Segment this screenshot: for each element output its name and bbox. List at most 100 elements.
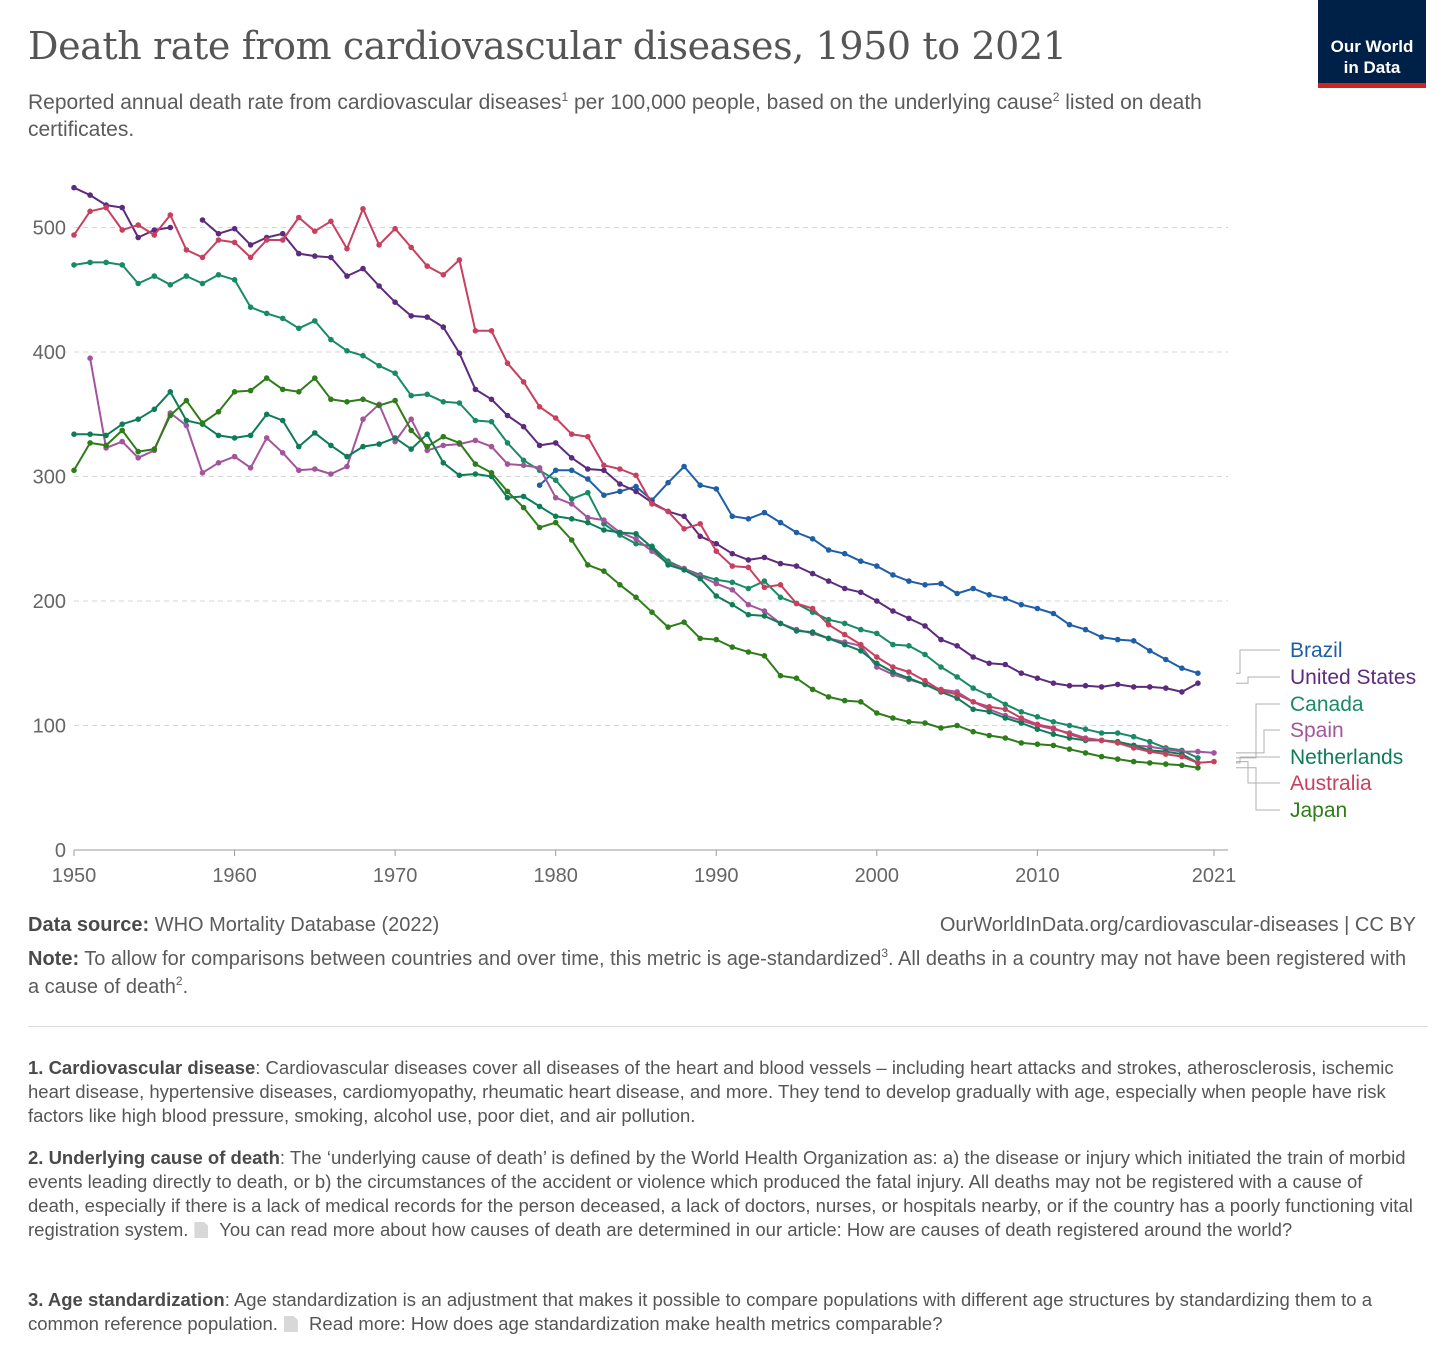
data-point	[777, 672, 784, 679]
data-point	[713, 580, 720, 587]
document-icon	[194, 1222, 209, 1238]
footnote-ref[interactable]: 3	[881, 946, 889, 960]
data-point	[392, 299, 398, 306]
data-point	[472, 437, 479, 444]
data-point	[1034, 605, 1041, 612]
data-point	[312, 430, 318, 436]
subtitle-text: listed on death certificates.	[28, 91, 1202, 141]
data-point	[328, 254, 334, 261]
data-point	[231, 225, 238, 232]
data-point	[231, 277, 238, 283]
data-point	[906, 669, 912, 675]
data-point	[681, 513, 687, 520]
data-point	[970, 585, 976, 592]
data-point	[360, 352, 366, 359]
chart-title: Death rate from cardiovascular diseases,…	[28, 24, 1067, 68]
owid-logo[interactable]: Our World in Data	[1318, 0, 1426, 88]
logo-line: in Data	[1343, 58, 1401, 77]
data-point	[552, 467, 559, 474]
data-point	[296, 250, 302, 257]
data-point	[585, 433, 591, 440]
data-point	[456, 400, 463, 406]
data-point	[1098, 634, 1105, 640]
series-australia	[71, 204, 1217, 766]
footnote-ref[interactable]: 2	[1052, 90, 1060, 104]
data-point	[585, 466, 591, 472]
data-point	[697, 575, 703, 582]
data-point	[263, 435, 270, 441]
data-point	[71, 184, 77, 191]
footnote-ref[interactable]: 1	[561, 90, 569, 104]
source-url-link[interactable]: OurWorldInData.org/cardiovascular-diseas…	[939, 914, 1416, 936]
data-point	[729, 513, 736, 520]
data-point	[247, 465, 254, 471]
data-point	[617, 529, 623, 536]
footnote-link-text[interactable]: You can read more about how causes of de…	[214, 1219, 1293, 1240]
x-tick-label: 1960	[212, 865, 257, 887]
data-point	[1147, 760, 1153, 766]
data-point	[1050, 742, 1057, 749]
data-point	[874, 630, 880, 637]
x-tick-label: 2000	[855, 865, 900, 887]
data-point	[440, 272, 447, 278]
subtitle-text: Reported annual death rate from cardiova…	[28, 91, 562, 114]
data-point	[231, 435, 238, 441]
data-point	[360, 396, 366, 403]
data-point	[279, 230, 286, 237]
data-point	[1211, 758, 1217, 765]
footnote-text: : The ‘underlying cause of death’ is def…	[28, 1147, 1413, 1240]
data-point	[296, 443, 302, 450]
footnote-link-text[interactable]: Read more: How does age standardization …	[303, 1313, 943, 1334]
data-point	[874, 654, 880, 660]
data-point	[472, 417, 479, 424]
data-point	[1098, 730, 1105, 736]
data-point	[601, 568, 607, 574]
y-axis-ticks: 0 100 200 300 400 500	[33, 218, 66, 863]
data-point	[825, 616, 832, 623]
data-point	[922, 582, 928, 588]
data-point	[761, 578, 768, 584]
data-point	[263, 411, 270, 418]
note-text: . All deaths in a country may not have b…	[28, 948, 1407, 998]
data-point	[793, 563, 800, 569]
data-point	[344, 273, 350, 279]
data-point	[1034, 726, 1041, 732]
data-point	[858, 699, 864, 705]
data-point	[472, 328, 479, 334]
footnote-ref[interactable]: 2	[175, 974, 183, 988]
data-point	[874, 563, 880, 569]
data-point	[745, 601, 752, 608]
data-point	[713, 548, 720, 554]
data-point	[1179, 665, 1185, 671]
footnote-2: 2. Underlying cause of death: The ‘under…	[28, 1146, 1418, 1242]
data-point	[1114, 730, 1121, 736]
footnote-3: 3. Age standardization: Age standardizat…	[28, 1288, 1418, 1336]
data-point	[1002, 706, 1009, 713]
data-point	[328, 336, 334, 343]
data-point	[1050, 725, 1057, 731]
data-point	[841, 585, 848, 592]
data-point	[713, 593, 720, 599]
data-point	[135, 455, 141, 461]
data-point	[440, 433, 447, 440]
legend-connector	[1236, 649, 1280, 674]
data-point	[392, 370, 398, 377]
data-point	[296, 389, 302, 395]
data-point	[296, 214, 302, 221]
data-point	[504, 461, 511, 467]
data-point	[1147, 648, 1153, 654]
data-point	[440, 399, 447, 405]
data-point	[713, 636, 720, 643]
data-point	[536, 404, 543, 410]
data-point	[890, 608, 896, 614]
data-point	[954, 590, 960, 597]
data-point	[906, 675, 912, 681]
data-point	[456, 257, 463, 263]
data-point	[713, 486, 720, 492]
data-point	[970, 706, 976, 713]
data-point	[151, 273, 158, 279]
data-point	[922, 720, 928, 726]
divider	[28, 1026, 1428, 1027]
data-point	[119, 227, 125, 233]
data-point	[1034, 721, 1041, 728]
